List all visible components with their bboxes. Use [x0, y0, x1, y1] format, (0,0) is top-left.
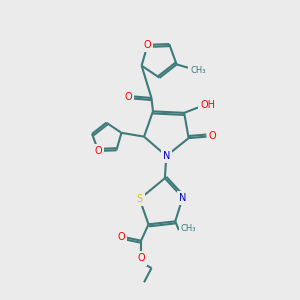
- Text: O: O: [144, 40, 152, 50]
- Text: O: O: [137, 254, 145, 263]
- Text: CH₃: CH₃: [190, 66, 206, 75]
- Text: N: N: [163, 151, 170, 161]
- Text: O: O: [124, 92, 132, 101]
- Text: S: S: [136, 194, 143, 204]
- Text: O: O: [118, 232, 125, 242]
- Text: N: N: [179, 193, 186, 202]
- Text: O: O: [208, 131, 216, 141]
- Text: O: O: [94, 146, 102, 156]
- Text: CH₃: CH₃: [181, 224, 197, 233]
- Text: OH: OH: [200, 100, 215, 110]
